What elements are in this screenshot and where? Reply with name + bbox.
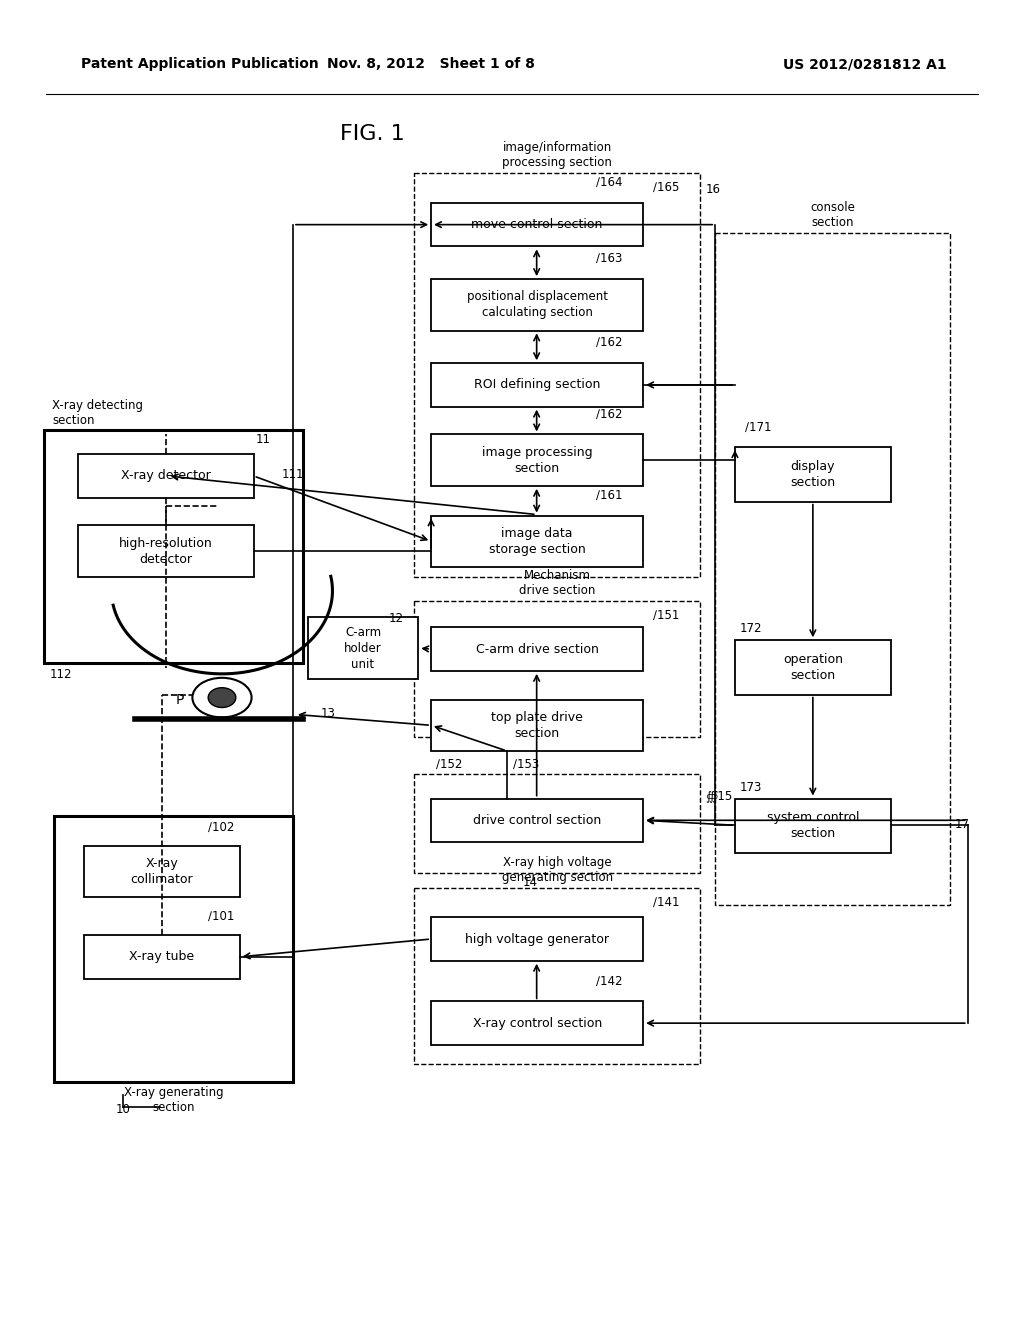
Text: 16: 16 — [706, 183, 720, 197]
Text: ∕171: ∕171 — [744, 420, 771, 433]
Bar — [415, 774, 700, 873]
Text: top plate drive
section: top plate drive section — [492, 710, 583, 739]
Text: X-ray tube: X-ray tube — [129, 950, 195, 964]
Text: console
section: console section — [810, 201, 855, 228]
Text: operation
section: operation section — [783, 653, 843, 682]
Bar — [415, 887, 700, 1064]
Text: X-ray detector: X-ray detector — [121, 470, 211, 482]
Text: 13: 13 — [321, 708, 336, 721]
Text: 14: 14 — [522, 875, 538, 888]
Text: X-ray generating
section: X-ray generating section — [124, 1086, 223, 1114]
Bar — [431, 917, 643, 961]
Bar — [735, 447, 891, 502]
Text: 12: 12 — [388, 612, 403, 624]
Bar — [715, 232, 950, 906]
Bar — [431, 203, 643, 247]
Text: FIG. 1: FIG. 1 — [340, 124, 404, 144]
Bar — [78, 454, 254, 498]
Text: ∕152: ∕152 — [436, 758, 463, 771]
Text: display
section: display section — [791, 459, 836, 488]
Text: US 2012/0281812 A1: US 2012/0281812 A1 — [783, 57, 947, 71]
Bar — [431, 279, 643, 330]
Text: Nov. 8, 2012   Sheet 1 of 8: Nov. 8, 2012 Sheet 1 of 8 — [328, 57, 536, 71]
Text: image/information
processing section: image/information processing section — [503, 141, 612, 169]
Text: ∕161: ∕161 — [596, 488, 623, 502]
Text: X-ray
collimator: X-ray collimator — [130, 857, 194, 886]
Text: ∕163: ∕163 — [596, 252, 623, 265]
Text: drive control section: drive control section — [473, 814, 601, 826]
Bar — [54, 816, 293, 1081]
Bar — [431, 799, 643, 842]
Text: ∕151: ∕151 — [653, 609, 680, 622]
Text: 112: 112 — [49, 668, 72, 681]
Bar — [431, 700, 643, 751]
Text: P: P — [175, 693, 183, 706]
Text: ∕141: ∕141 — [653, 895, 680, 908]
Text: ∕101: ∕101 — [209, 911, 234, 923]
Text: 172: 172 — [740, 622, 762, 635]
Text: ∕162: ∕162 — [596, 337, 623, 350]
Text: high-resolution
detector: high-resolution detector — [119, 537, 213, 566]
Text: move control section: move control section — [471, 218, 603, 231]
Ellipse shape — [208, 688, 236, 708]
Bar — [735, 640, 891, 694]
Bar — [78, 525, 254, 577]
Text: Mechanism
drive section: Mechanism drive section — [519, 569, 596, 597]
Text: 17: 17 — [955, 818, 970, 832]
Text: ∕142: ∕142 — [596, 974, 623, 987]
Bar — [431, 516, 643, 568]
Text: C-arm
holder
unit: C-arm holder unit — [344, 626, 382, 671]
Text: system control
section: system control section — [767, 812, 859, 841]
Text: C-arm drive section: C-arm drive section — [476, 643, 599, 656]
Text: X-ray detecting
section: X-ray detecting section — [52, 400, 143, 428]
Bar — [431, 1002, 643, 1045]
Bar — [415, 173, 700, 577]
Text: Patent Application Publication: Patent Application Publication — [81, 57, 318, 71]
Text: X-ray control section: X-ray control section — [472, 1016, 602, 1030]
Text: ∕153: ∕153 — [513, 758, 540, 771]
Text: ∰15: ∰15 — [706, 788, 732, 801]
Bar — [431, 627, 643, 671]
Text: ROI defining section: ROI defining section — [474, 379, 600, 392]
Bar — [84, 846, 240, 898]
Text: ∕164: ∕164 — [596, 176, 623, 189]
Text: image data
storage section: image data storage section — [488, 527, 586, 556]
Ellipse shape — [193, 677, 252, 717]
Bar — [735, 799, 891, 853]
Bar — [431, 434, 643, 486]
Text: 111: 111 — [282, 469, 304, 480]
Bar — [431, 363, 643, 407]
Text: 10: 10 — [116, 1104, 131, 1117]
Text: 11: 11 — [256, 433, 270, 446]
Bar — [415, 601, 700, 737]
Bar — [84, 935, 240, 978]
Text: high voltage generator: high voltage generator — [465, 932, 609, 945]
Bar — [44, 430, 303, 663]
Text: X-ray high voltage
generating section: X-ray high voltage generating section — [502, 855, 613, 883]
Text: positional displacement
calculating section: positional displacement calculating sect… — [467, 290, 607, 319]
Text: 173: 173 — [740, 780, 762, 793]
Bar — [308, 618, 418, 678]
Text: ∕165: ∕165 — [653, 181, 680, 194]
Text: ∕162: ∕162 — [596, 408, 623, 421]
Text: ∕102: ∕102 — [209, 821, 234, 834]
Text: image processing
section: image processing section — [482, 446, 593, 475]
